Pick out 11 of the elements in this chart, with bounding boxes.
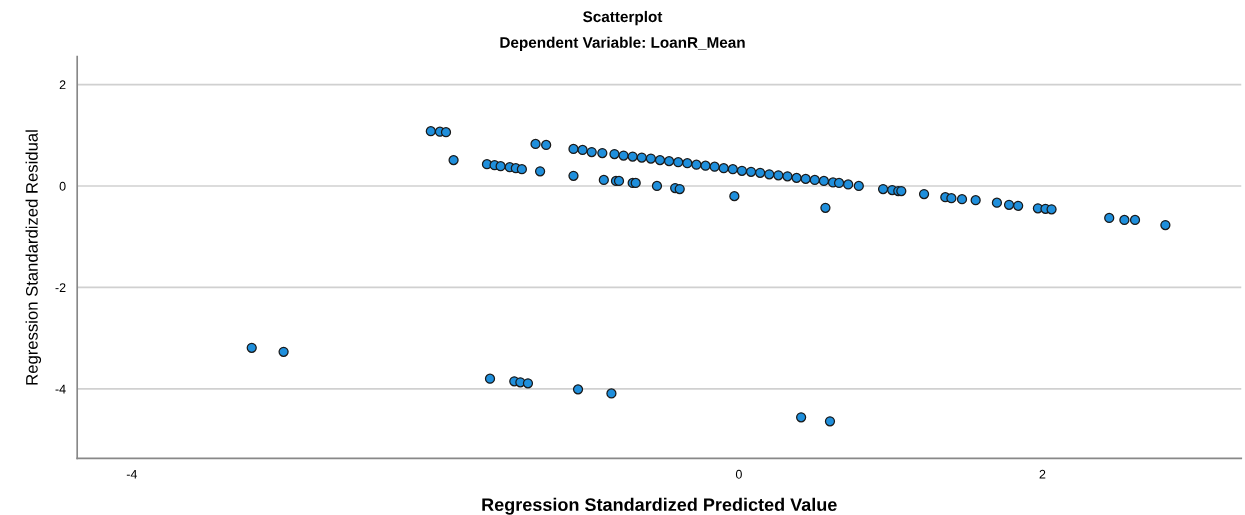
chart-title: Scatterplot [583, 10, 663, 26]
chart-subtitle: Dependent Variable: LoanR_Mean [500, 36, 745, 51]
x-tick-label: 0 [735, 469, 742, 479]
y-tick-label: -4 [55, 384, 66, 394]
x-axis-title: Regression Standardized Predicted Value [482, 497, 837, 515]
y-tick-label: -2 [55, 283, 66, 292]
x-tick-label: -4 [126, 469, 138, 479]
x-tick-label: 2 [1039, 469, 1046, 479]
y-tick-label: 0 [59, 181, 66, 191]
y-tick-label: 2 [59, 80, 66, 90]
y-axis-title: Regression Standardized Residual [25, 130, 42, 385]
